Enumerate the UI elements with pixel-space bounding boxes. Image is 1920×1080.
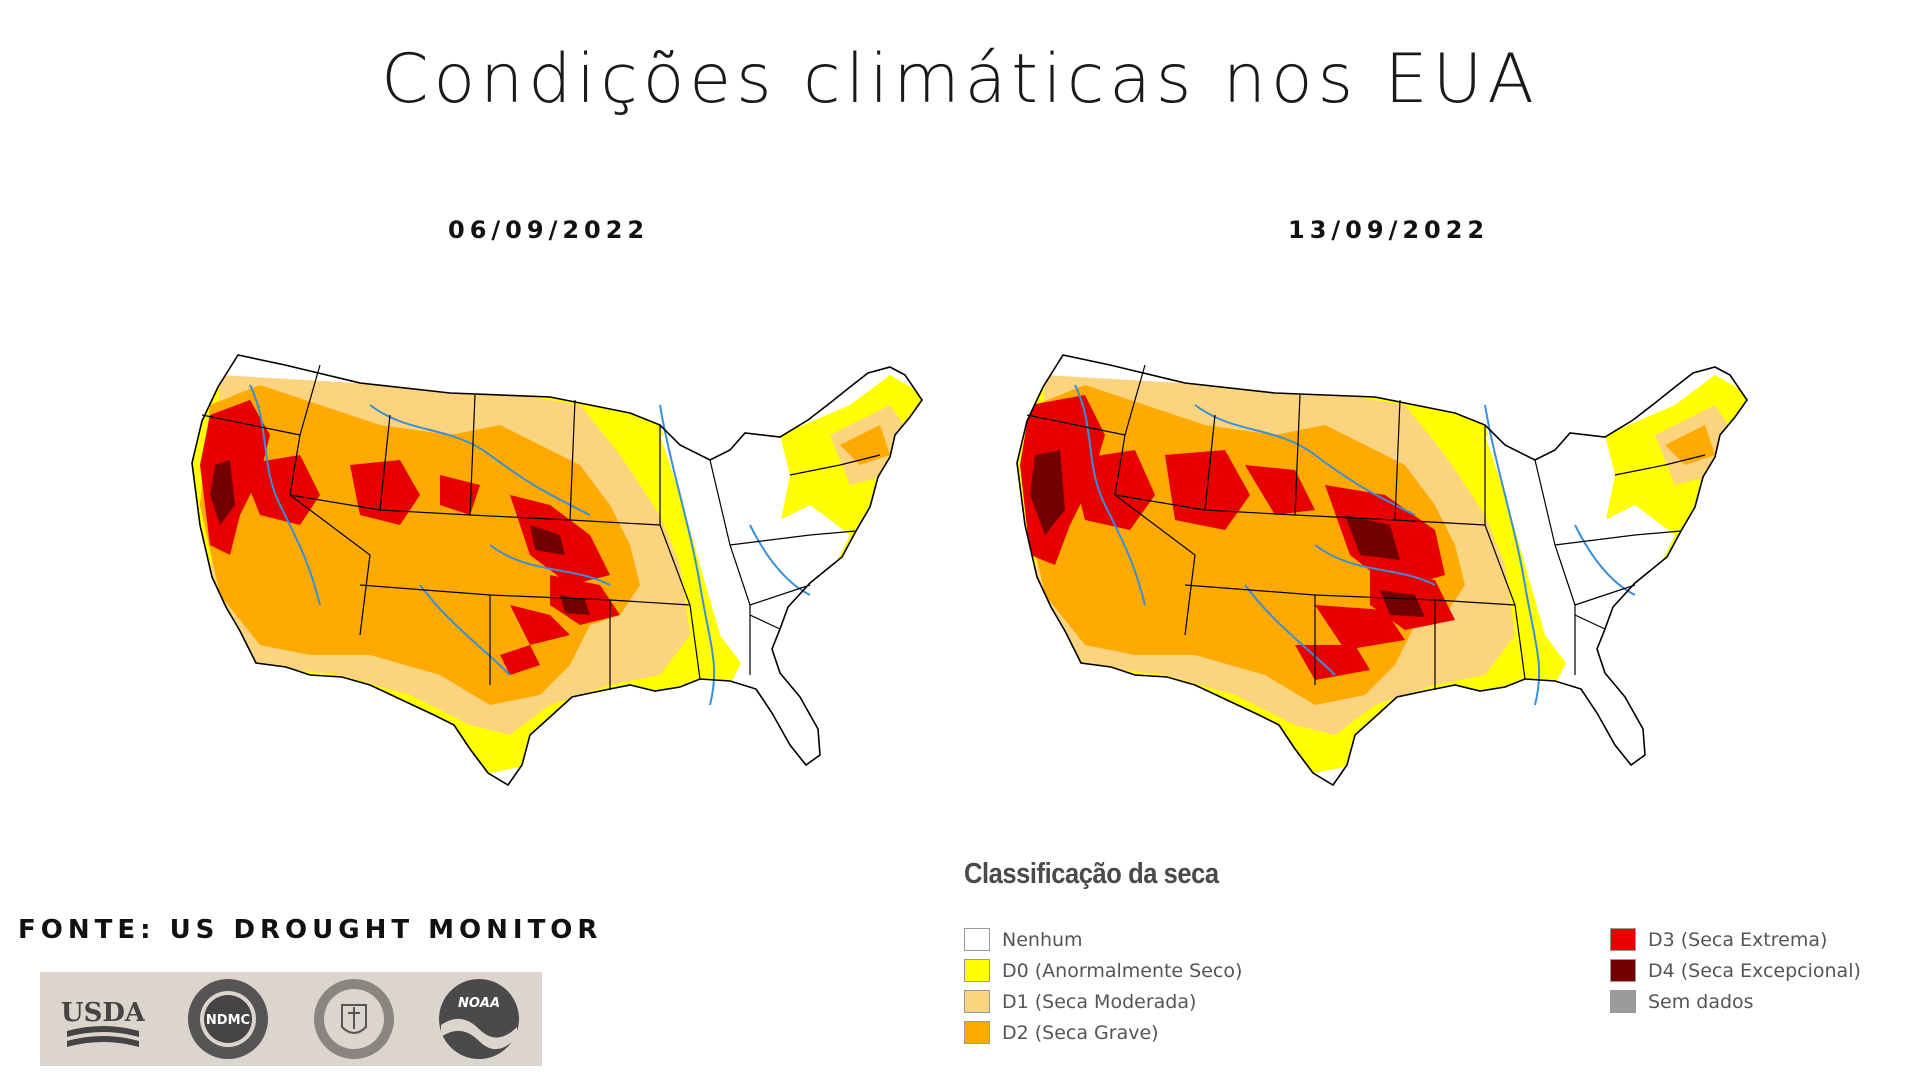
- legend-swatch: [964, 1021, 990, 1044]
- legend-label: Nenhum: [1002, 928, 1083, 951]
- drought-map-left: [191, 354, 923, 787]
- noaa-logo-text: NOAA: [458, 996, 500, 1011]
- legend-label: D1 (Seca Moderada): [1002, 990, 1197, 1013]
- legend-item-d0: D0 (Anormalmente Seco): [964, 955, 1242, 986]
- legend-item-d4: D4 (Seca Excepcional): [1610, 955, 1861, 986]
- legend-column-left: Nenhum D0 (Anormalmente Seco) D1 (Seca M…: [964, 924, 1242, 1048]
- legend-item-d2: D2 (Seca Grave): [964, 1017, 1242, 1048]
- legend-item-d3: D3 (Seca Extrema): [1610, 924, 1861, 955]
- legend-swatch: [1610, 928, 1636, 951]
- legend-label: D4 (Seca Excepcional): [1648, 959, 1861, 982]
- map-date-left: 06/09/2022: [448, 216, 650, 244]
- legend-label: D3 (Seca Extrema): [1648, 928, 1828, 951]
- legend-swatch: [1610, 990, 1636, 1013]
- ndmc-logo-text: NDMC: [206, 1013, 250, 1028]
- legend-item-d1: D1 (Seca Moderada): [964, 986, 1242, 1017]
- legend-label: Sem dados: [1648, 990, 1754, 1013]
- agency-logos: USDA NDMC NOAA: [40, 972, 542, 1066]
- legend-swatch: [964, 928, 990, 951]
- legend-label: D2 (Seca Grave): [1002, 1021, 1159, 1044]
- legend-swatch: [964, 990, 990, 1013]
- legend-column-right: D3 (Seca Extrema) D4 (Seca Excepcional) …: [1610, 924, 1861, 1017]
- source-label: FONTE: US DROUGHT MONITOR: [18, 915, 603, 945]
- usda-logo-text: USDA: [61, 998, 145, 1028]
- drought-map-right: [1016, 354, 1748, 787]
- legend-label: D0 (Anormalmente Seco): [1002, 959, 1243, 982]
- map-date-right: 13/09/2022: [1288, 216, 1490, 244]
- page-title: Condições climáticas nos EUA: [381, 40, 1539, 119]
- legend-item-none: Nenhum: [964, 924, 1242, 955]
- legend-swatch: [964, 959, 990, 982]
- commerce-seal-logo: [313, 979, 394, 1059]
- legend-swatch: [1610, 959, 1636, 982]
- ndmc-logo: NDMC: [188, 979, 269, 1059]
- usda-logo: USDA: [61, 998, 145, 1047]
- noaa-logo: NOAA: [439, 979, 520, 1059]
- legend-item-no-data: Sem dados: [1610, 986, 1861, 1017]
- legend-title: Classificação da seca: [964, 858, 1219, 890]
